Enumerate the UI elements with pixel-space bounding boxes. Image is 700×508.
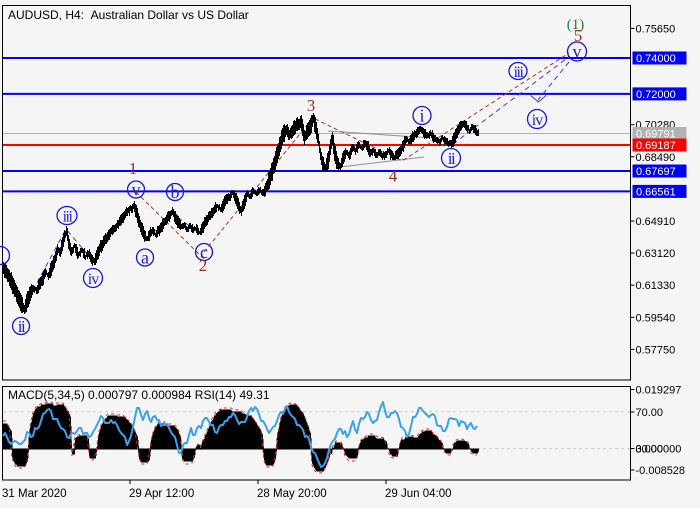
svg-text:b: b <box>171 182 180 202</box>
svg-text:3: 3 <box>307 96 316 115</box>
svg-text:0.68490: 0.68490 <box>636 152 676 164</box>
svg-text:ii: ii <box>448 149 456 168</box>
svg-text:70.00: 70.00 <box>636 407 664 419</box>
svg-text:v: v <box>573 42 582 62</box>
svg-text:0.75650: 0.75650 <box>636 23 676 35</box>
svg-text:5: 5 <box>574 26 583 45</box>
svg-text:iv: iv <box>88 271 99 288</box>
svg-text:MACD(5,34,5) 0.000797 0.000984: MACD(5,34,5) 0.000797 0.000984 RSI(14) 4… <box>8 388 270 402</box>
svg-text:ii: ii <box>18 317 26 336</box>
svg-text:iv: iv <box>532 112 543 129</box>
svg-text:(1): (1) <box>567 17 585 33</box>
svg-text:29 Jun 04:00: 29 Jun 04:00 <box>385 488 452 500</box>
svg-text:29 Apr 12:00: 29 Apr 12:00 <box>129 488 194 500</box>
svg-text:v: v <box>132 180 141 200</box>
svg-text:0.019297: 0.019297 <box>636 385 682 397</box>
svg-text:-0.008528: -0.008528 <box>636 465 686 477</box>
svg-text:0.59540: 0.59540 <box>636 312 676 324</box>
svg-text:4: 4 <box>389 167 398 186</box>
svg-text:a: a <box>141 248 149 268</box>
svg-text:0.69187: 0.69187 <box>636 140 676 152</box>
svg-text:i: i <box>419 106 424 126</box>
svg-text:0.69791: 0.69791 <box>636 129 676 141</box>
svg-text:0.57750: 0.57750 <box>636 344 676 356</box>
svg-text:0.63120: 0.63120 <box>636 248 676 260</box>
svg-text:0.000000: 0.000000 <box>636 444 682 456</box>
svg-text:2: 2 <box>199 256 208 275</box>
svg-text:0.66561: 0.66561 <box>636 186 676 198</box>
svg-text:0.67697: 0.67697 <box>636 166 676 178</box>
svg-text:0.61330: 0.61330 <box>636 280 676 292</box>
svg-text:0.64910: 0.64910 <box>636 216 676 228</box>
svg-text:0.74000: 0.74000 <box>636 53 676 65</box>
svg-text:28 May 20:00: 28 May 20:00 <box>257 488 327 500</box>
svg-text:c: c <box>200 242 208 262</box>
svg-text:0.72000: 0.72000 <box>636 89 676 101</box>
svg-text:1: 1 <box>129 159 138 178</box>
svg-text:30.00: 30.00 <box>636 444 664 456</box>
svg-text:31 Mar 2020: 31 Mar 2020 <box>2 488 67 500</box>
svg-text:AUDUSD, H4: Australian Dollar: AUDUSD, H4: Australian Dollar vs US Doll… <box>8 8 249 22</box>
